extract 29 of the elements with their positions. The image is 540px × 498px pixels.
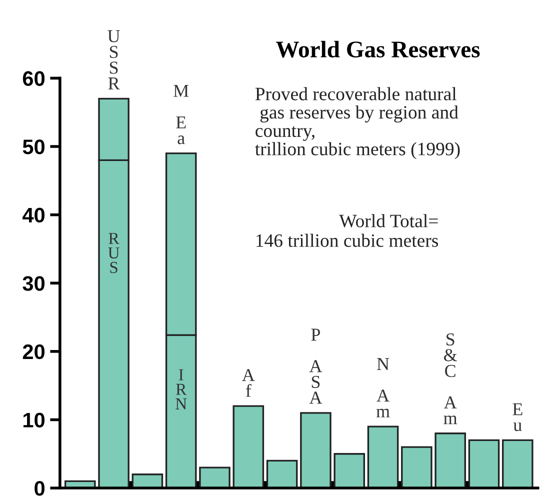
bar	[266, 460, 298, 488]
bar	[401, 446, 432, 488]
y-tick-label: 20	[22, 344, 45, 360]
bar	[434, 432, 466, 488]
data-label: R U S	[108, 232, 120, 274]
bar	[334, 453, 366, 488]
y-tick-label: 60	[22, 71, 45, 86]
x-tick-label: E u	[512, 403, 522, 432]
x-tick-label: P A S A	[309, 328, 322, 404]
bar	[232, 405, 264, 488]
bar	[300, 412, 332, 488]
annotation: World Total= 146 trillion cubic meters	[256, 214, 438, 247]
bar	[468, 439, 500, 488]
y-tick-label: 50	[22, 139, 45, 154]
x-tick-label: N A m	[376, 358, 390, 418]
y-tick-label: 30	[22, 276, 45, 291]
chart-title: World Gas Reserves	[276, 40, 480, 58]
data-label: I R N	[176, 369, 187, 410]
y-tick-label: 40	[22, 208, 45, 223]
y-tick-label: 10	[24, 412, 45, 428]
bar	[199, 466, 230, 488]
x-tick-label: S & C A m	[444, 333, 458, 424]
x-tick-label: A f	[242, 369, 255, 397]
x-tick-label: M E a	[174, 84, 189, 144]
y-tick-label: 0	[34, 481, 45, 496]
bar	[502, 439, 534, 488]
text: Proved recoverable natural gas reserves by region and country, trillion cubic meters (1999)	[255, 87, 460, 160]
bar	[367, 426, 399, 488]
x-tick-label: U S S R	[108, 30, 120, 90]
